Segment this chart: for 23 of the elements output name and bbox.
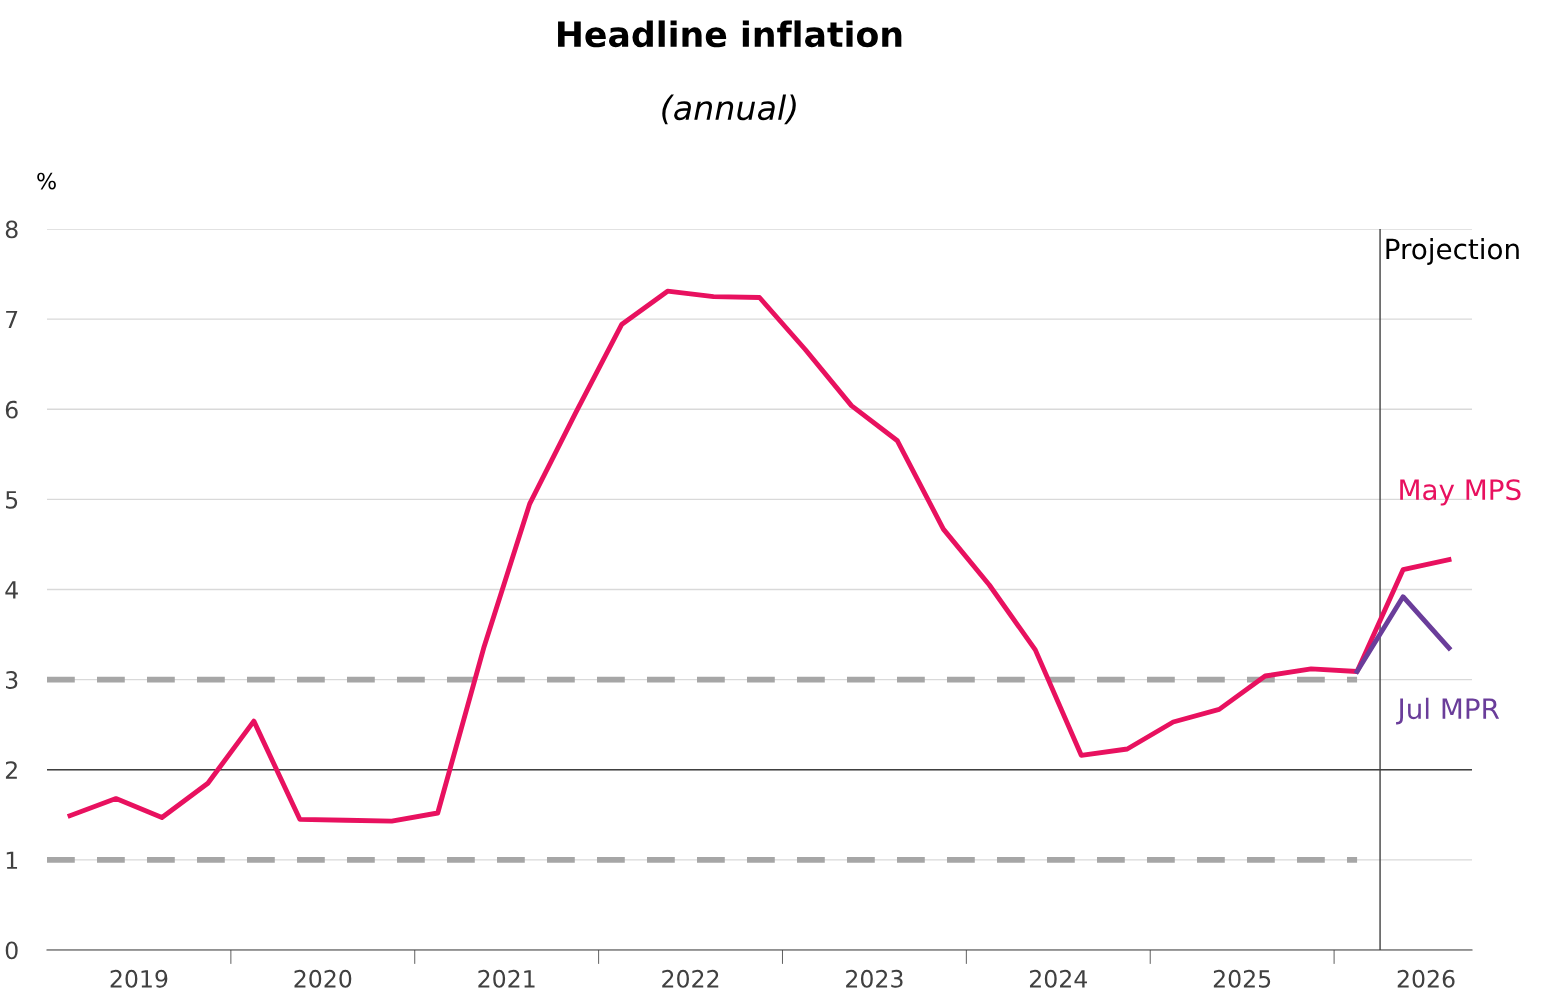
chart-subtitle: (annual) — [662, 94, 796, 125]
y-tick-label: 1 — [6, 851, 18, 869]
y-tick-label: 7 — [6, 310, 18, 329]
ref-line-label: Projection — [1386, 238, 1519, 265]
x-tick-label: 2023 — [846, 969, 903, 988]
x-tick-label: 2019 — [110, 969, 168, 988]
chart-title: Headline inflation — [558, 20, 902, 48]
x-tick-label: 2021 — [478, 969, 535, 988]
y-tick-label: 2 — [5, 761, 17, 779]
x-tick-label: 2024 — [1029, 969, 1088, 988]
y-tick-label: 4 — [5, 581, 18, 599]
x-tick-label: 2026 — [1397, 969, 1455, 988]
series-label: Jul MPR — [1396, 697, 1500, 725]
text: May MPS — [1400, 479, 1521, 506]
x-tick-label: 2020 — [294, 969, 352, 988]
y-tick-label: 3 — [6, 671, 18, 689]
y-tick-label: 6 — [5, 400, 18, 419]
x-tick-label: 2025 — [1213, 969, 1271, 988]
y-tick-label: 8 — [5, 220, 18, 239]
y-tick-label: 5 — [6, 491, 18, 509]
x-tick-label: 2022 — [662, 969, 719, 988]
y-axis-title: % — [37, 172, 56, 190]
y-tick-label: 0 — [5, 941, 18, 960]
